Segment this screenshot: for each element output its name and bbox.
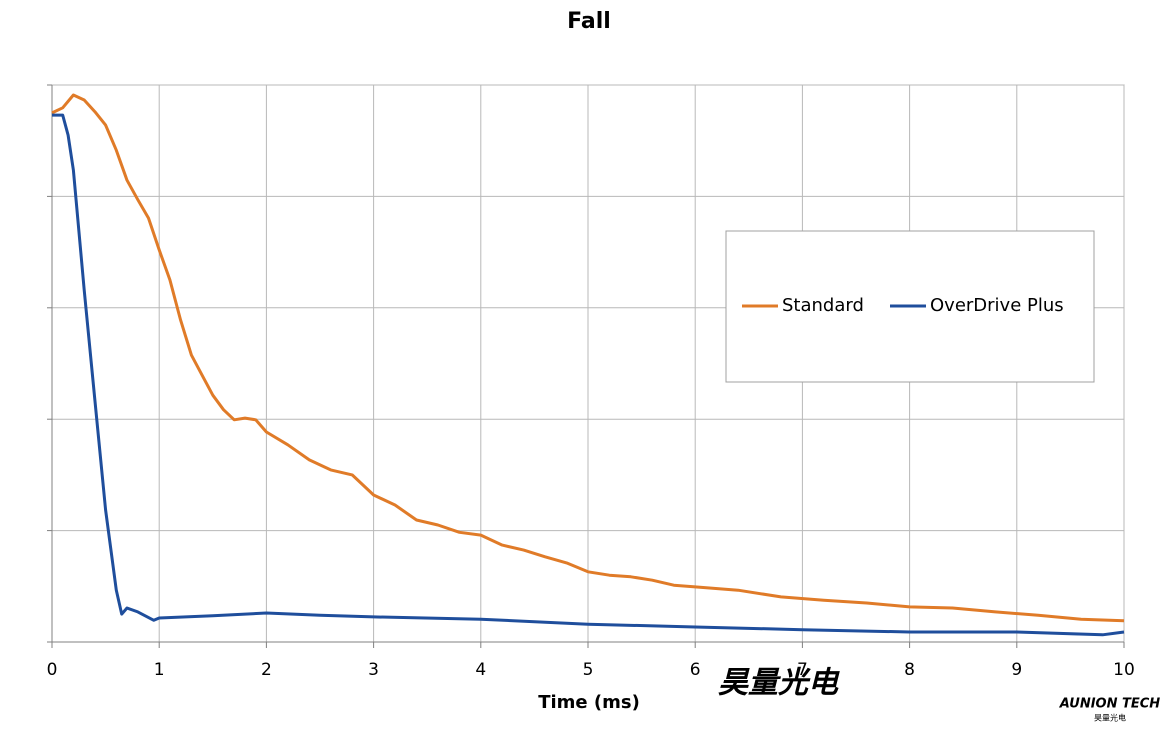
x-tick-label: 9 [1011, 660, 1022, 680]
series-line [52, 113, 1125, 637]
x-tick-label: 5 [583, 660, 594, 680]
series-line [51, 93, 1125, 623]
x-tick-label: 0 [47, 660, 58, 680]
watermark-cn: 昊量光电 [718, 666, 840, 701]
legend-label: Standard [782, 295, 864, 316]
logo-text: AUNION TECH [1059, 697, 1160, 712]
chart-title: Fall [567, 9, 611, 34]
x-tick-label: 10 [1113, 660, 1135, 680]
x-axis-label: Time (ms) [538, 692, 640, 713]
legend-label: OverDrive Plus [930, 295, 1064, 316]
logo-cn: 昊量光电 [1094, 713, 1126, 723]
x-tick-label: 4 [475, 660, 486, 680]
x-tick-label: 2 [261, 660, 272, 680]
x-tick-label: 3 [368, 660, 379, 680]
x-tick-label: 8 [904, 660, 915, 680]
x-tick-label: 6 [690, 660, 701, 680]
x-tick-label: 7 [797, 660, 808, 680]
x-tick-label: 1 [154, 660, 165, 680]
